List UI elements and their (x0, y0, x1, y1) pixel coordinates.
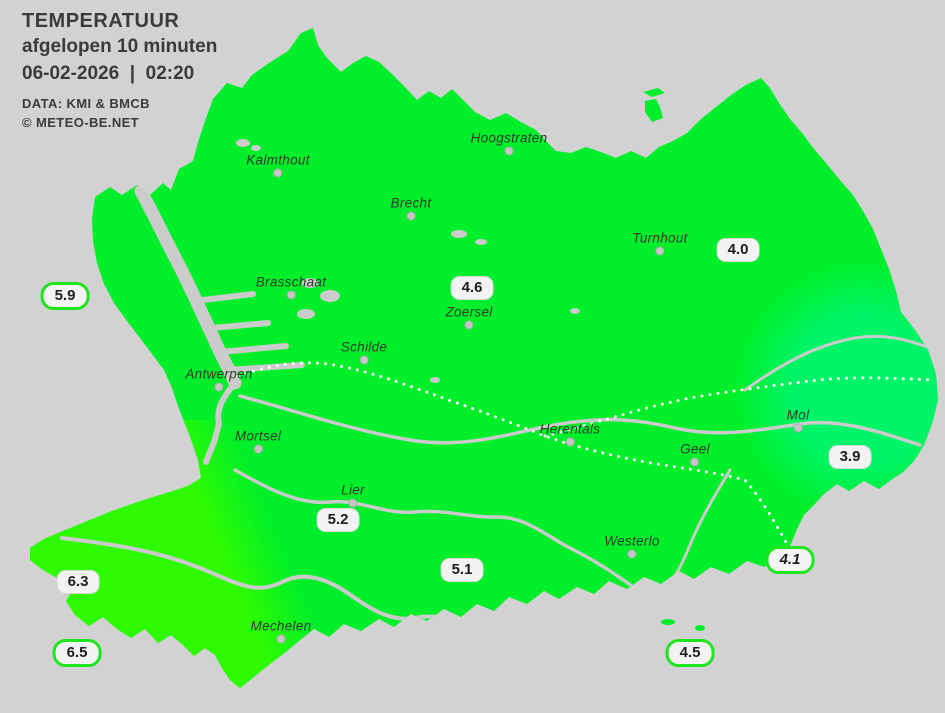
city-label: Mortsel (234, 428, 282, 444)
baarle-enclaves (643, 88, 705, 631)
temperature-badge: 5.2 (316, 508, 360, 532)
temperature-badge: 5.1 (440, 558, 484, 582)
subtitle: afgelopen 10 minuten (22, 36, 218, 57)
city-dot (253, 444, 263, 454)
city-label: Antwerpen (185, 366, 253, 382)
city-label: Schilde (340, 339, 388, 355)
city-dot (655, 246, 665, 256)
temperature-badge: 4.6 (450, 276, 494, 300)
city-mol: Mol (787, 408, 810, 433)
city-label: Brecht (390, 195, 432, 211)
city-label: Westerlo (604, 533, 660, 549)
temperature-badge: 3.9 (828, 445, 872, 469)
city-dot (214, 382, 224, 392)
city-herentals: Herentals (540, 422, 600, 447)
temperature-badge: 4.5 (665, 639, 715, 667)
waterways (60, 184, 937, 642)
city-brecht: Brecht (391, 196, 432, 221)
city-turnhout: Turnhout (632, 231, 687, 256)
city-label: Mechelen (250, 618, 312, 634)
datetime: 06-02-2026 | 02:20 (22, 63, 195, 84)
city-label: Zoersel (445, 304, 493, 320)
highways-dotted (236, 361, 937, 548)
city-label: Mol (786, 407, 810, 423)
data-source: DATA: KMI & BMCB (22, 96, 150, 111)
city-dot (406, 211, 416, 221)
city-brasschaat: Brasschaat (256, 275, 327, 300)
city-dot (276, 634, 286, 644)
city-label: Lier (341, 482, 365, 498)
city-dot (348, 498, 358, 508)
copyright: © METEO-BE.NET (22, 115, 140, 130)
city-dot (690, 457, 700, 467)
city-dot (464, 320, 474, 330)
city-geel: Geel (680, 442, 710, 467)
city-schilde: Schilde (341, 340, 387, 365)
city-label: Hoogstraten (470, 130, 548, 146)
temperature-badge: 4.1 (765, 546, 815, 574)
city-label: Herentals (539, 421, 601, 437)
city-label: Kalmthout (246, 152, 310, 168)
city-zoersel: Zoersel (445, 305, 492, 330)
city-kalmthout: Kalmthout (246, 153, 309, 178)
city-mechelen: Mechelen (251, 619, 312, 644)
city-dot (359, 355, 369, 365)
city-mortsel: Mortsel (235, 429, 281, 454)
header: TEMPERATUUR afgelopen 10 minuten 06-02-2… (22, 8, 217, 132)
city-antwerpen: Antwerpen (185, 367, 252, 392)
city-westerlo: Westerlo (604, 534, 659, 559)
city-label: Brasschaat (255, 274, 327, 290)
page-title: TEMPERATUUR (22, 10, 180, 32)
gray-patches (236, 139, 580, 383)
city-dot (286, 290, 296, 300)
city-dot (627, 549, 637, 559)
temperature-badge: 4.0 (716, 238, 760, 262)
city-hoogstraten: Hoogstraten (471, 131, 548, 156)
city-label: Geel (680, 441, 710, 457)
city-dot (565, 437, 575, 447)
city-dot (504, 146, 514, 156)
city-dot (793, 423, 803, 433)
temperature-badge: 6.5 (52, 639, 102, 667)
temperature-badge: 6.3 (56, 570, 100, 594)
city-dot (273, 168, 283, 178)
temperature-badge: 5.9 (40, 282, 90, 310)
city-label: Turnhout (632, 230, 688, 246)
city-lier: Lier (341, 483, 365, 508)
